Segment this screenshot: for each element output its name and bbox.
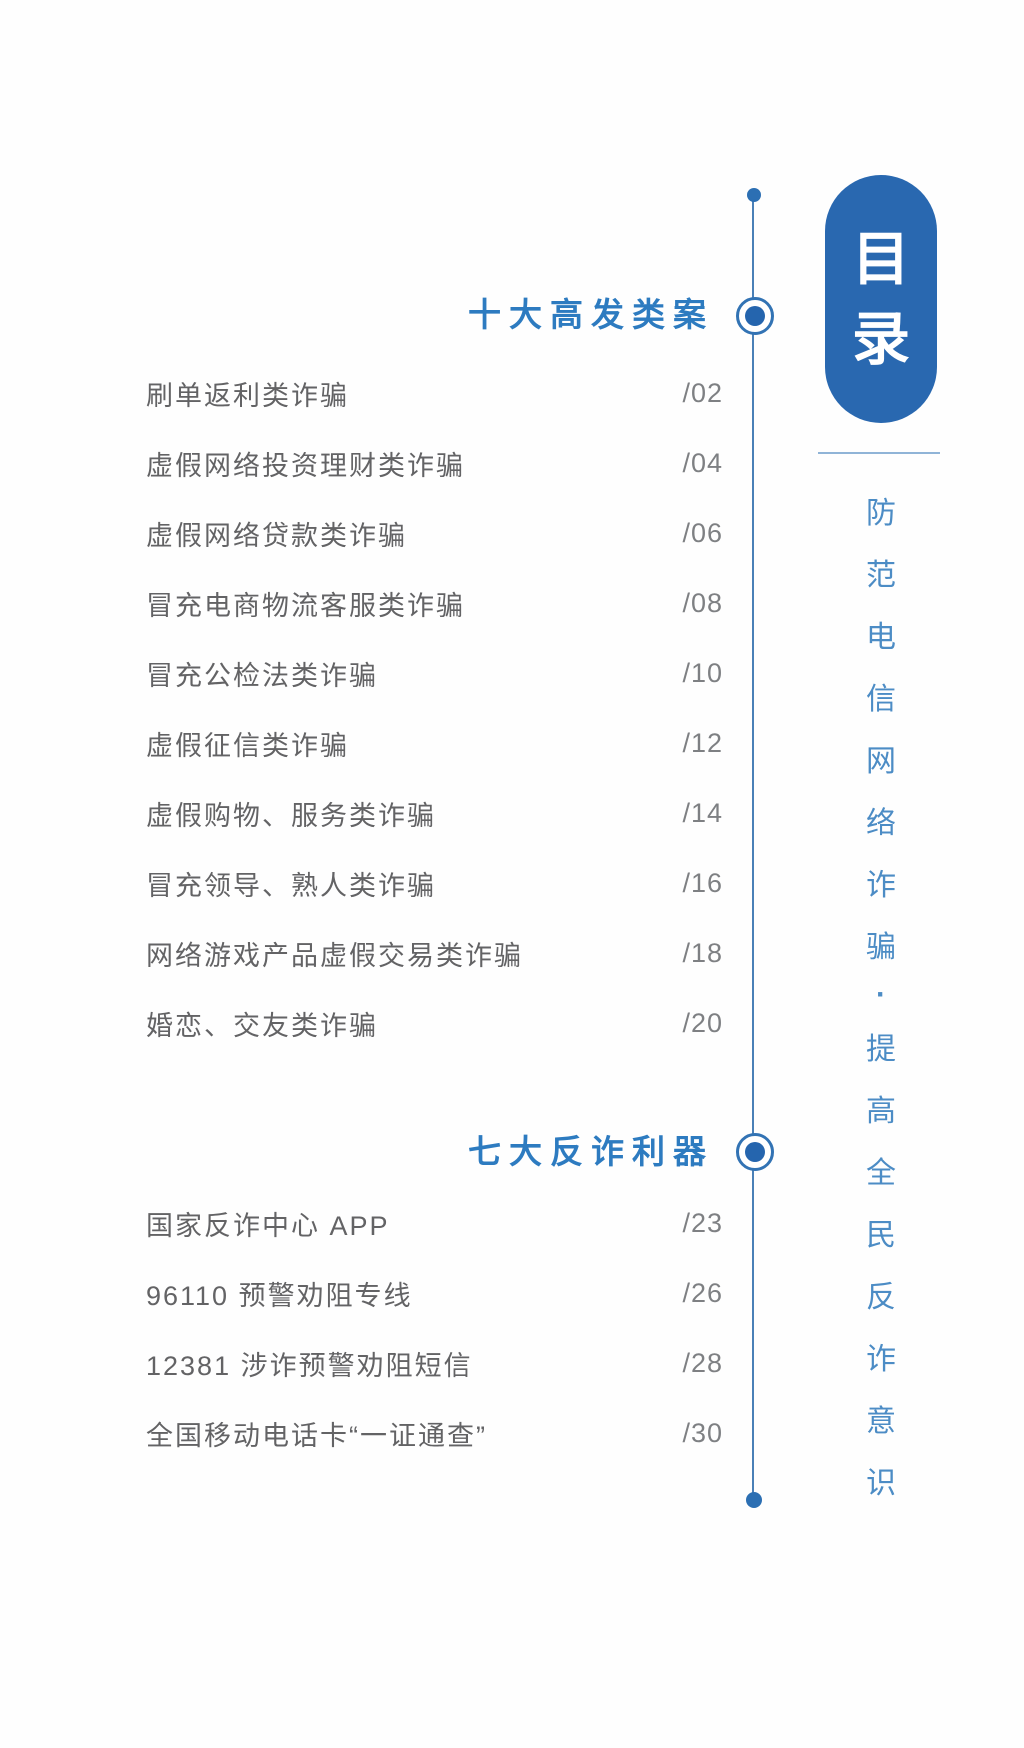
- slogan-char: 范: [866, 559, 896, 592]
- toc-entry: 虚假网络贷款类诈骗 /06: [146, 498, 723, 568]
- timeline-line: [752, 193, 754, 1500]
- toc-entry-page: /04: [682, 447, 723, 478]
- slogan-char: 意: [866, 1405, 896, 1438]
- toc-entry-page: /23: [682, 1207, 723, 1238]
- toc-entry: 婚恋、交友类诈骗 /20: [146, 988, 723, 1058]
- slogan-char: 络: [866, 807, 896, 840]
- slogan-char: 网: [866, 745, 896, 778]
- toc-entry-title: 国家反诈中心 APP: [146, 1210, 390, 1241]
- timeline-marker-section1: [736, 297, 774, 335]
- toc-entry: 96110 预警劝阻专线 /26: [146, 1258, 723, 1328]
- timeline-top-dot: [747, 188, 761, 202]
- slogan-char: 民: [866, 1219, 896, 1252]
- toc-entry: 虚假网络投资理财类诈骗 /04: [146, 428, 723, 498]
- slogan-char: 提: [866, 1033, 896, 1066]
- toc-entry-title: 全国移动电话卡“一证通查”: [146, 1420, 487, 1451]
- toc-entry-title: 96110 预警劝阻专线: [146, 1280, 413, 1311]
- toc-entry-page: /14: [682, 797, 723, 828]
- toc-entry-page: /06: [682, 517, 723, 548]
- badge-char: 录: [851, 305, 910, 373]
- toc-entry: 冒充公检法类诈骗 /10: [146, 638, 723, 708]
- slogan-char: 诈: [866, 1343, 896, 1376]
- toc-entry-page: /08: [682, 587, 723, 618]
- toc-entry: 12381 涉诈预警劝阻短信 /28: [146, 1328, 723, 1398]
- toc-entry-title: 网络游戏产品虚假交易类诈骗: [146, 940, 523, 971]
- toc-entry-page: /10: [682, 657, 723, 688]
- toc-entry-page: /26: [682, 1277, 723, 1308]
- section1-title: 十大高发类案: [468, 296, 714, 333]
- slogan-char: 防: [866, 497, 896, 530]
- section2-list: 国家反诈中心 APP /23 96110 预警劝阻专线 /26 12381 涉诈…: [146, 1188, 723, 1468]
- slogan-char: 电: [866, 621, 896, 654]
- slogan-char: 诈: [866, 869, 896, 902]
- slogan-char: 反: [866, 1281, 896, 1314]
- toc-entry-page: /16: [682, 867, 723, 898]
- timeline-marker-section2: [736, 1133, 774, 1171]
- toc-entry-title: 虚假网络投资理财类诈骗: [146, 450, 465, 481]
- toc-entry-page: /30: [682, 1417, 723, 1448]
- toc-entry-page: /28: [682, 1347, 723, 1378]
- section2-title: 七大反诈利器: [468, 1133, 714, 1170]
- slogan-char: 骗: [866, 931, 896, 964]
- toc-entry-title: 冒充电商物流客服类诈骗: [146, 590, 465, 621]
- toc-entry-page: /18: [682, 937, 723, 968]
- toc-entry-title: 婚恋、交友类诈骗: [146, 1010, 378, 1041]
- toc-entry-title: 虚假购物、服务类诈骗: [146, 800, 436, 831]
- timeline-bottom-dot: [746, 1492, 762, 1508]
- toc-entry-title: 虚假网络贷款类诈骗: [146, 520, 407, 551]
- badge-divider: [818, 452, 940, 454]
- toc-entry: 冒充领导、熟人类诈骗 /16: [146, 848, 723, 918]
- timeline-marker-dot: [745, 1142, 765, 1162]
- slogan-char: ·: [876, 978, 886, 1011]
- toc-entry-title: 冒充领导、熟人类诈骗: [146, 870, 436, 901]
- toc-badge: 目 录: [825, 175, 937, 423]
- toc-entry: 刷单返利类诈骗 /02: [146, 358, 723, 428]
- toc-entry-title: 12381 涉诈预警劝阻短信: [146, 1350, 473, 1381]
- badge-char: 目: [851, 225, 910, 293]
- timeline-marker-dot: [745, 306, 765, 326]
- toc-entry-title: 虚假征信类诈骗: [146, 730, 349, 761]
- slogan-char: 信: [866, 683, 896, 716]
- slogan-vertical-text: 防范电信网络诈骗 · 提高全民反诈意识: [863, 479, 899, 1511]
- slogan-char: 高: [866, 1095, 896, 1128]
- toc-entry-page: /02: [682, 377, 723, 408]
- toc-entry: 虚假购物、服务类诈骗 /14: [146, 778, 723, 848]
- toc-entry: 网络游戏产品虚假交易类诈骗 /18: [146, 918, 723, 988]
- toc-entry-page: /12: [682, 727, 723, 758]
- toc-entry-title: 冒充公检法类诈骗: [146, 660, 378, 691]
- toc-entry: 全国移动电话卡“一证通查” /30: [146, 1398, 723, 1468]
- toc-entry: 国家反诈中心 APP /23: [146, 1188, 723, 1258]
- toc-entry: 虚假征信类诈骗 /12: [146, 708, 723, 778]
- section1-list: 刷单返利类诈骗 /02 虚假网络投资理财类诈骗 /04 虚假网络贷款类诈骗 /0…: [146, 358, 723, 1058]
- toc-entry-page: /20: [682, 1007, 723, 1038]
- toc-entry-title: 刷单返利类诈骗: [146, 380, 349, 411]
- slogan-char: 识: [866, 1467, 896, 1500]
- toc-entry: 冒充电商物流客服类诈骗 /08: [146, 568, 723, 638]
- slogan-char: 全: [866, 1157, 896, 1190]
